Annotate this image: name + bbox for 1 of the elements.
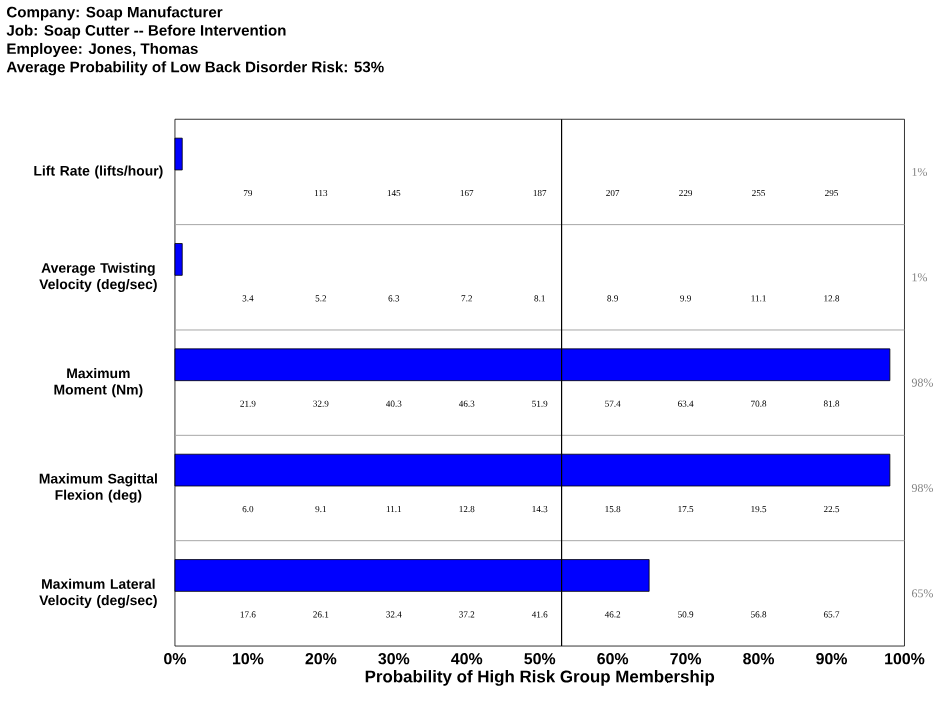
x-axis-title: Probability of High Risk Group Membership	[365, 670, 715, 687]
